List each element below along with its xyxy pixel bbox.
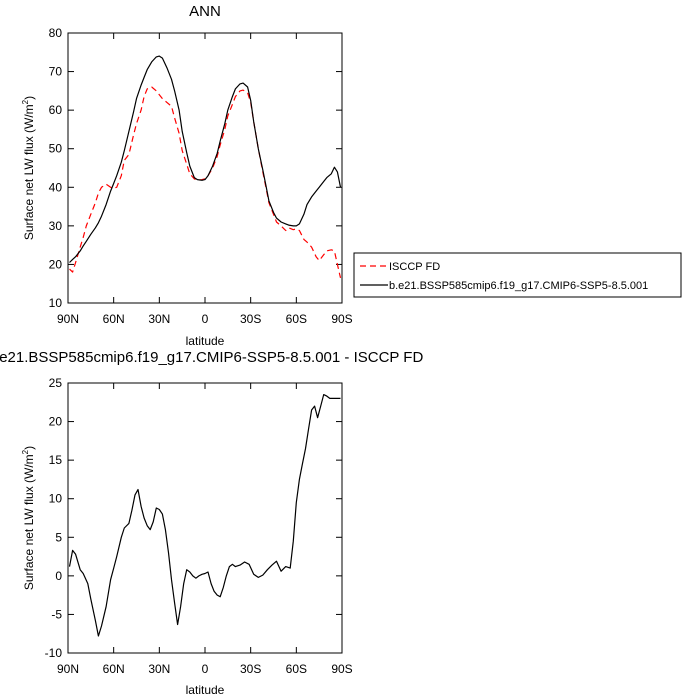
legend-label-model: b.e21.BSSP585cmip6.f19_g17.CMIP6-SSP5-8.… (389, 280, 648, 292)
plot-frame (67, 382, 343, 654)
y-tick-label: -5 (51, 607, 62, 621)
x-tick-label: 30S (240, 662, 261, 676)
chart-title: b.e21.BSSP585cmip6.f19_g17.CMIP6-SSP5-8.… (0, 349, 423, 366)
x-axis: 90N 60N 30N 0 30S 60S 90S (57, 383, 353, 676)
x-axis-label: latitude (186, 683, 225, 697)
y-tick-label: 60 (49, 103, 63, 117)
y-axis: -10 -5 0 5 10 15 20 25 (45, 376, 342, 660)
legend-label-isccp: ISCCP FD (389, 261, 440, 273)
top-chart: ANN 10 20 30 40 50 60 70 80 90N 60N 30N 0 30S 60S 90S… (21, 3, 682, 348)
y-axis-label: Surface net LW flux (W/m2) (21, 446, 36, 590)
x-tick-label: 60N (103, 662, 125, 676)
y-tick-label: 20 (49, 257, 63, 271)
x-axis: 90N 60N 30N 0 30S 60S 90S (57, 33, 353, 326)
x-tick-label: 90S (331, 312, 352, 326)
x-axis-label: latitude (186, 334, 225, 348)
x-tick-label: 60S (286, 312, 307, 326)
x-tick-label: 90N (57, 662, 79, 676)
y-tick-label: 10 (49, 492, 63, 506)
y-tick-label: 5 (55, 530, 62, 544)
x-tick-label: 60N (103, 312, 125, 326)
x-tick-label: 30N (148, 312, 170, 326)
x-tick-label: 60S (286, 662, 307, 676)
x-tick-label: 0 (202, 662, 209, 676)
bottom-chart: b.e21.BSSP585cmip6.f19_g17.CMIP6-SSP5-8.… (0, 349, 423, 697)
y-tick-label: 10 (49, 296, 63, 310)
y-tick-label: 0 (55, 569, 62, 583)
series-line-difference (68, 394, 341, 637)
y-tick-label: 25 (49, 376, 63, 390)
series-lines (69, 55, 342, 279)
y-tick-label: 15 (49, 453, 63, 467)
y-tick-label: 20 (49, 415, 63, 429)
chart-title: ANN (189, 3, 221, 20)
x-tick-label: 30S (240, 312, 261, 326)
series-lines (68, 394, 341, 637)
series-line-model (69, 55, 342, 263)
legend-box (353, 252, 682, 298)
y-tick-label: -10 (45, 646, 63, 660)
y-tick-label: 30 (49, 219, 63, 233)
y-tick-label: 70 (49, 65, 63, 79)
y-axis: 10 20 30 40 50 60 70 80 (49, 26, 342, 310)
y-tick-label: 40 (49, 180, 63, 194)
x-tick-label: 90S (331, 662, 352, 676)
y-axis-label: Surface net LW flux (W/m2) (21, 96, 36, 240)
x-tick-label: 90N (57, 312, 79, 326)
series-line-isccp (69, 86, 342, 279)
y-tick-label: 50 (49, 142, 63, 156)
x-tick-label: 30N (148, 662, 170, 676)
x-tick-label: 0 (202, 312, 209, 326)
legend: ISCCP FD b.e21.BSSP585cmip6.f19_g17.CMIP… (353, 252, 682, 298)
plot-frame (67, 32, 343, 304)
y-tick-label: 80 (49, 26, 63, 40)
